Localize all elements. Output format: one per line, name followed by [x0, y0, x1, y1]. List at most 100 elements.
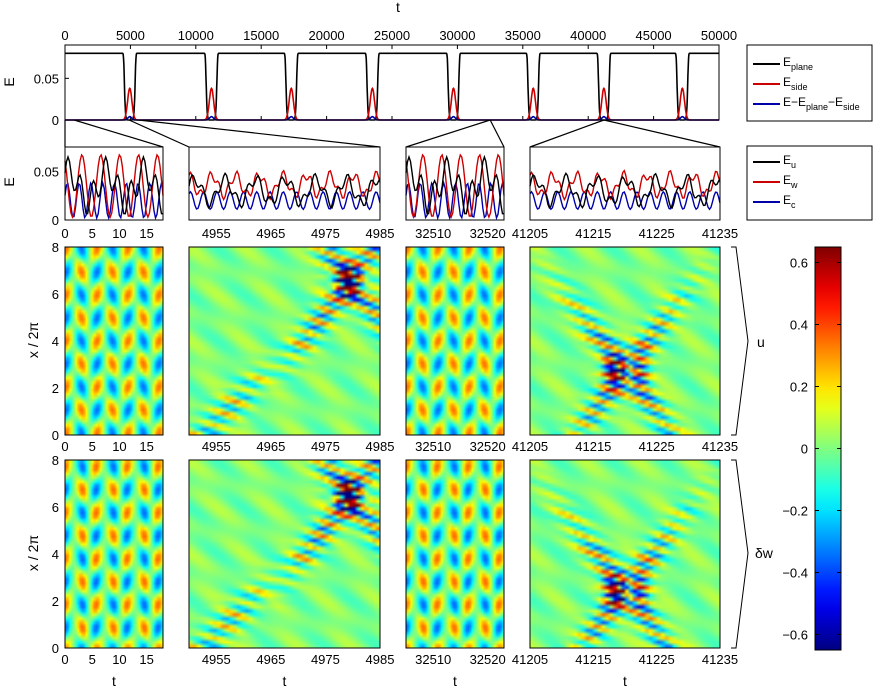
- zoom-ylabel: E: [1, 177, 17, 186]
- zoom-series-e-c: [529, 190, 721, 211]
- zoom-connectors: [64, 119, 721, 148]
- heatmap-ytick-label: 4: [52, 547, 59, 562]
- heatmap-u-1: [189, 247, 380, 435]
- heatmap-xtick-label: 41215: [575, 652, 611, 667]
- heatmap-xtick-label: 4975: [311, 439, 340, 454]
- top-xtick-label: 50000: [701, 28, 737, 43]
- heatmap-xtick-label: 41205: [512, 226, 548, 241]
- heatmap-xtick-label: 41215: [575, 439, 611, 454]
- heatmap-xtick-label: 4965: [256, 439, 285, 454]
- heatmap-ytick-label: 0: [52, 428, 59, 443]
- heatmap-xtick-label: 4955: [202, 226, 231, 241]
- brace-dw: [731, 459, 749, 649]
- heatmap-ytick-label: 6: [52, 500, 59, 515]
- heatmap-xtick-label: 32510: [415, 652, 451, 667]
- heatmap-xtick-label: 4955: [202, 652, 231, 667]
- heatmap-xtick-label: 4955: [202, 439, 231, 454]
- heatmap-xtick-label: 4975: [311, 652, 340, 667]
- heatmap-ytick-label: 6: [52, 287, 59, 302]
- top-series-e-side: [65, 86, 719, 121]
- heatmap-xtick-label: 0: [61, 439, 68, 454]
- top-xtick-label: 35000: [505, 28, 541, 43]
- top-ytick-label: 0: [52, 113, 59, 128]
- zoom-series-group: [64, 153, 721, 221]
- top-xtick-label: 45000: [636, 28, 672, 43]
- heatmap-xtick-label: 10: [112, 226, 126, 241]
- heatmap-xticks: 0 5 10 15 4955 4965 4975 4985 32510 32520 41205 412…: [61, 226, 738, 667]
- zoom-series-e-u: [529, 171, 721, 210]
- heatmap-xtick-label: 32520: [470, 439, 506, 454]
- zoom-connector: [128, 119, 190, 148]
- top-xticks: 0 5000 10000 15000 20000 25000 30000 35000 40000…: [61, 28, 737, 120]
- zoom-ytick-label: 0.05: [34, 164, 59, 179]
- top-legend: Eplane Eside E−Eplane−Eside: [746, 44, 873, 122]
- zoom-series-e-u: [405, 154, 504, 215]
- heatmap-ytick-label: 2: [52, 381, 59, 396]
- heatmap-xtick-label: 4985: [366, 439, 395, 454]
- heatmap-ytick-label: 8: [52, 453, 59, 468]
- heatmap-frame: [64, 459, 164, 649]
- heatmap-frame: [529, 246, 721, 436]
- zoom-series-e-w: [405, 153, 505, 220]
- heatmap-yticks: 0 2 4 6 8 0 2 4 6 8: [52, 240, 59, 656]
- zoom-series-e-u: [188, 171, 381, 210]
- zoom-connector: [529, 119, 605, 148]
- heatmap-xlabel: t: [453, 673, 457, 689]
- zoom-axes-frame: [188, 146, 381, 221]
- zoom-axes-frame: [405, 146, 505, 221]
- heatmap-xtick-label: 10: [112, 652, 126, 667]
- heatmap-frame: [405, 459, 505, 649]
- heatmap-xtick-label: 5: [89, 226, 96, 241]
- colorbar-tick-label: 0.6: [790, 256, 808, 271]
- zoom-connector: [138, 119, 381, 148]
- heatmap-panels: [64, 246, 721, 649]
- heatmap-xlabel: t: [623, 673, 627, 689]
- zoom-ytick-label: 0: [52, 213, 59, 228]
- heatmap-xtick-label: 0: [61, 226, 68, 241]
- heatmap-xtick-label: 41205: [512, 652, 548, 667]
- top-xtick-label: 15000: [243, 28, 279, 43]
- top-series-group: [65, 52, 719, 121]
- heatmap-u-3: [530, 247, 720, 435]
- heatmap-xtick-label: 15: [139, 652, 153, 667]
- top-xtick-label: 10000: [178, 28, 214, 43]
- top-xlabel: t: [396, 0, 400, 15]
- row-label-u: u: [757, 334, 765, 350]
- zoom-series-e-c: [188, 190, 381, 211]
- zoom-axes-frame: [529, 146, 721, 221]
- colorbar-tick-label: 0.4: [790, 318, 808, 333]
- heatmap-xtick-label: 4985: [366, 652, 395, 667]
- top-ylabel: E: [1, 77, 17, 86]
- heatmap-xtick-label: 41205: [512, 439, 548, 454]
- heatmap-xtick-label: 41225: [639, 652, 675, 667]
- heatmap-u-0: [65, 247, 163, 435]
- zoom-axes-frame: [64, 146, 164, 221]
- heatmap-xtick-label: 41235: [702, 226, 738, 241]
- heatmap-xlabel: t: [112, 673, 116, 689]
- heatmap-xtick-label: 4985: [366, 226, 395, 241]
- top-axes-frame: [64, 44, 720, 121]
- top-xtick-label: 30000: [439, 28, 475, 43]
- colorbar-tick-label: −0.6: [782, 628, 808, 643]
- heatmap-frame: [405, 246, 505, 436]
- zoom-series-e-w: [188, 169, 381, 202]
- zoom-panels: E 0 0.05: [1, 146, 721, 228]
- zoom-connector: [405, 119, 491, 148]
- top-xtick-label: 5000: [116, 28, 145, 43]
- top-series-e-plane: [65, 52, 719, 121]
- heatmap-xtick-label: 41225: [639, 226, 675, 241]
- zoom-connector: [73, 119, 164, 148]
- heatmap-ylabel-dw: x / 2π: [25, 535, 41, 571]
- heatmap-xtick-label: 4965: [256, 652, 285, 667]
- top-xtick-label: 25000: [374, 28, 410, 43]
- heatmap-frame: [64, 246, 164, 436]
- colorbar-tick-label: −0.4: [782, 566, 808, 581]
- heatmap-ytick-label: 0: [52, 641, 59, 656]
- legend-entry: Ec: [783, 193, 796, 210]
- heatmap-dw-0: [65, 460, 163, 648]
- heatmap-ylabel-u: x / 2π: [25, 322, 41, 358]
- colorbar: 0.6 0.4 0.2 0 −0.2 −0.4 −0.6: [782, 246, 842, 651]
- zoom-connector: [603, 119, 721, 148]
